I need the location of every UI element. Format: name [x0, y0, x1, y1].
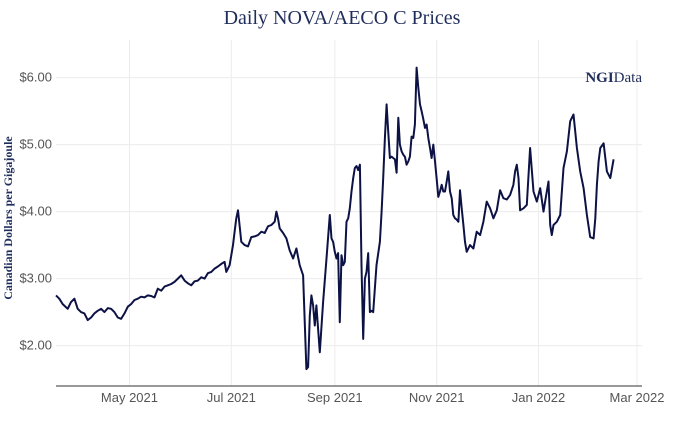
- x-axis-ticks: May 2021 Jul 2021 Sep 2021 Nov 2021 Jan 2022…: [101, 390, 665, 405]
- y-tick-label: $6.00: [19, 70, 52, 85]
- ngi-data-logo: NGIData: [585, 70, 642, 86]
- chart-title: Daily NOVA/AECO C Prices: [224, 7, 461, 29]
- x-tick-label: Nov 2021: [409, 390, 465, 405]
- series-line-nova-aeco-c: [55, 66, 615, 371]
- gridlines: [56, 40, 642, 386]
- y-tick-label: $3.00: [19, 271, 52, 286]
- x-tick-label: Sep 2021: [307, 390, 363, 405]
- y-tick-label: $4.00: [19, 204, 52, 219]
- x-tick-label: Mar 2022: [610, 390, 665, 405]
- x-tick-label: Jan 2022: [512, 390, 566, 405]
- logo-part-2: Data: [614, 70, 643, 86]
- y-tick-label: $2.00: [19, 338, 52, 353]
- x-tick-label: Jul 2021: [207, 390, 256, 405]
- logo-part-1: NGI: [585, 70, 614, 86]
- y-tick-label: $5.00: [19, 137, 52, 152]
- y-axis-ticks: $2.00 $3.00 $4.00 $5.00 $6.00: [19, 70, 52, 353]
- y-axis-label: Canadian Dollars per Gigajoule: [1, 136, 15, 300]
- x-tick-label: May 2021: [101, 390, 158, 405]
